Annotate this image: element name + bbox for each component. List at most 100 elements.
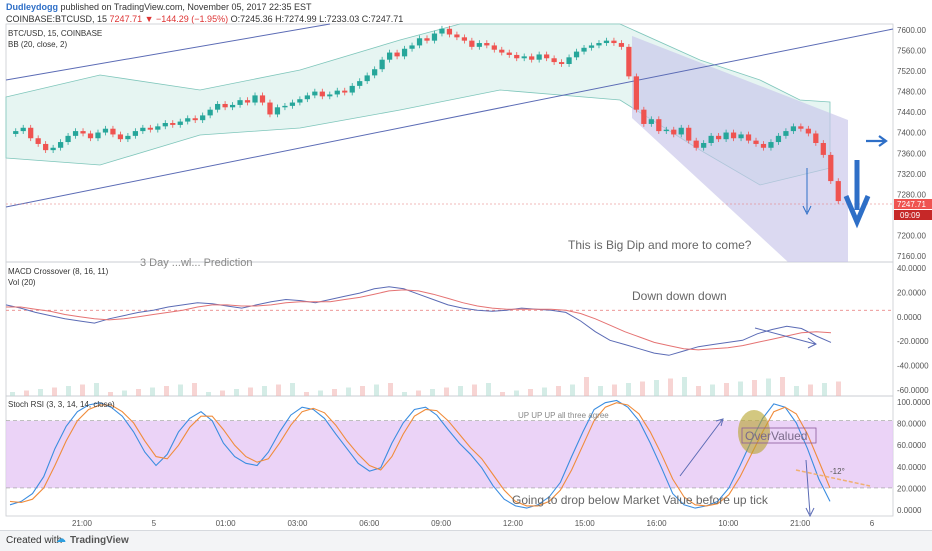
small-down-arrow-icon: [802, 168, 812, 216]
price-axis-tick: 7400.00: [897, 129, 926, 138]
header-author-line: Dudleydogg published on TradingView.com,…: [6, 2, 312, 12]
candle-body: [110, 128, 116, 135]
volume-bar: [164, 386, 169, 396]
candle-body: [461, 37, 468, 41]
candle-body: [439, 28, 445, 34]
time-axis-tick: 06:00: [359, 519, 380, 528]
candle-body: [529, 56, 535, 60]
author-link[interactable]: Dudleydogg: [6, 2, 58, 12]
candle-body: [267, 102, 273, 115]
volume-bar: [10, 392, 15, 396]
price-axis-tick: 7200.00: [897, 231, 926, 240]
candle-body: [790, 126, 797, 132]
candle-body: [551, 58, 557, 63]
candle-body: [775, 135, 782, 143]
volume-bar: [458, 386, 463, 396]
stoch-down-arrow-icon: [805, 459, 815, 518]
candle-body: [491, 45, 497, 50]
candle-body: [185, 118, 191, 122]
candle-body: [274, 107, 281, 115]
tradingview-brand[interactable]: TradingView: [70, 535, 129, 546]
candle-body: [57, 142, 64, 148]
candle-body: [125, 135, 131, 140]
candle-body: [648, 119, 654, 124]
bear-channel-highlight: [632, 36, 848, 262]
countdown-tag: [894, 210, 932, 220]
volume-bar: [388, 383, 393, 396]
candle-body: [633, 76, 639, 110]
price-axis-tick: 7440.00: [897, 108, 926, 117]
candle-body: [155, 126, 161, 130]
lower-trend-line: [5, 28, 894, 208]
candle-body: [708, 135, 714, 143]
candle-body: [484, 43, 490, 46]
volume-bar: [486, 383, 491, 396]
candle-body: [603, 40, 610, 44]
volume-bar: [108, 392, 113, 396]
candle-body: [289, 102, 296, 106]
candle-body: [424, 38, 430, 41]
candle-body: [656, 119, 662, 132]
volume-bar: [654, 380, 659, 396]
volume-bar: [542, 387, 547, 396]
candle-body: [394, 52, 400, 57]
time-axis-tick: 21:00: [72, 519, 93, 528]
candle-body: [618, 43, 625, 47]
bollinger-indicator-label: BB (20, close, 2): [8, 40, 67, 49]
time-axis-tick: 6: [870, 519, 875, 528]
candle-body: [215, 103, 221, 110]
time-axis-tick: 16:00: [647, 519, 668, 528]
candle-body: [581, 47, 587, 52]
volume-bar: [640, 381, 645, 396]
macd-series-0: [5, 286, 832, 356]
candle-body: [641, 109, 647, 124]
time-axis-tick: 21:00: [790, 519, 811, 528]
candle-body: [723, 132, 729, 140]
volume-bar: [332, 389, 337, 396]
candle-body: [499, 49, 505, 53]
macd-axis-tick: -40.0000: [897, 362, 929, 371]
candle-body: [357, 81, 363, 86]
volume-bar: [122, 390, 127, 396]
candle-body: [80, 131, 86, 134]
candle-body: [686, 127, 692, 141]
price-axis-tick: 7320.00: [897, 170, 926, 179]
volume-bar: [584, 377, 589, 396]
candle-body: [828, 154, 834, 182]
quote-change: ▼ −144.29 (−1.95%): [144, 14, 229, 24]
volume-bar: [80, 384, 85, 396]
volume-bar: [626, 383, 631, 396]
candle-body: [282, 105, 288, 108]
candle-body: [95, 132, 101, 139]
volume-bar: [192, 383, 197, 396]
candle-body: [573, 51, 580, 58]
candle-body: [147, 127, 153, 130]
candle-body: [783, 131, 789, 136]
candle-body: [259, 95, 266, 103]
candle-body: [334, 90, 340, 95]
candle-body: [760, 143, 767, 148]
volume-bar: [822, 383, 827, 396]
right-arrow-icon: [866, 135, 888, 147]
volume-bar: [710, 384, 715, 396]
candle-body: [349, 85, 355, 93]
candle-body: [319, 91, 325, 97]
price-chart-title: BTC/USD, 15, COINBASE: [8, 29, 102, 38]
candle-body: [237, 100, 243, 105]
candle-body: [514, 54, 520, 59]
candle-body: [536, 54, 542, 60]
volume-bar: [374, 384, 379, 396]
volume-bar: [52, 387, 57, 396]
candle-body: [716, 135, 722, 140]
price-axis-tick: 7560.00: [897, 47, 926, 56]
candle-body: [229, 104, 236, 108]
candle-body: [170, 123, 176, 125]
volume-bar: [136, 389, 141, 396]
candle-body: [596, 43, 602, 46]
chart-canvas[interactable]: This is Big Dip and more to come? 3 Day .…: [0, 0, 932, 530]
candle-body: [588, 45, 595, 48]
volume-bar: [150, 387, 155, 396]
volume-bar: [724, 383, 729, 396]
footer-bar: Created with ☁ TradingView: [0, 530, 932, 551]
header-quote-line: COINBASE:BTCUSD, 15 7247.71 ▼ −144.29 (−…: [6, 14, 403, 24]
